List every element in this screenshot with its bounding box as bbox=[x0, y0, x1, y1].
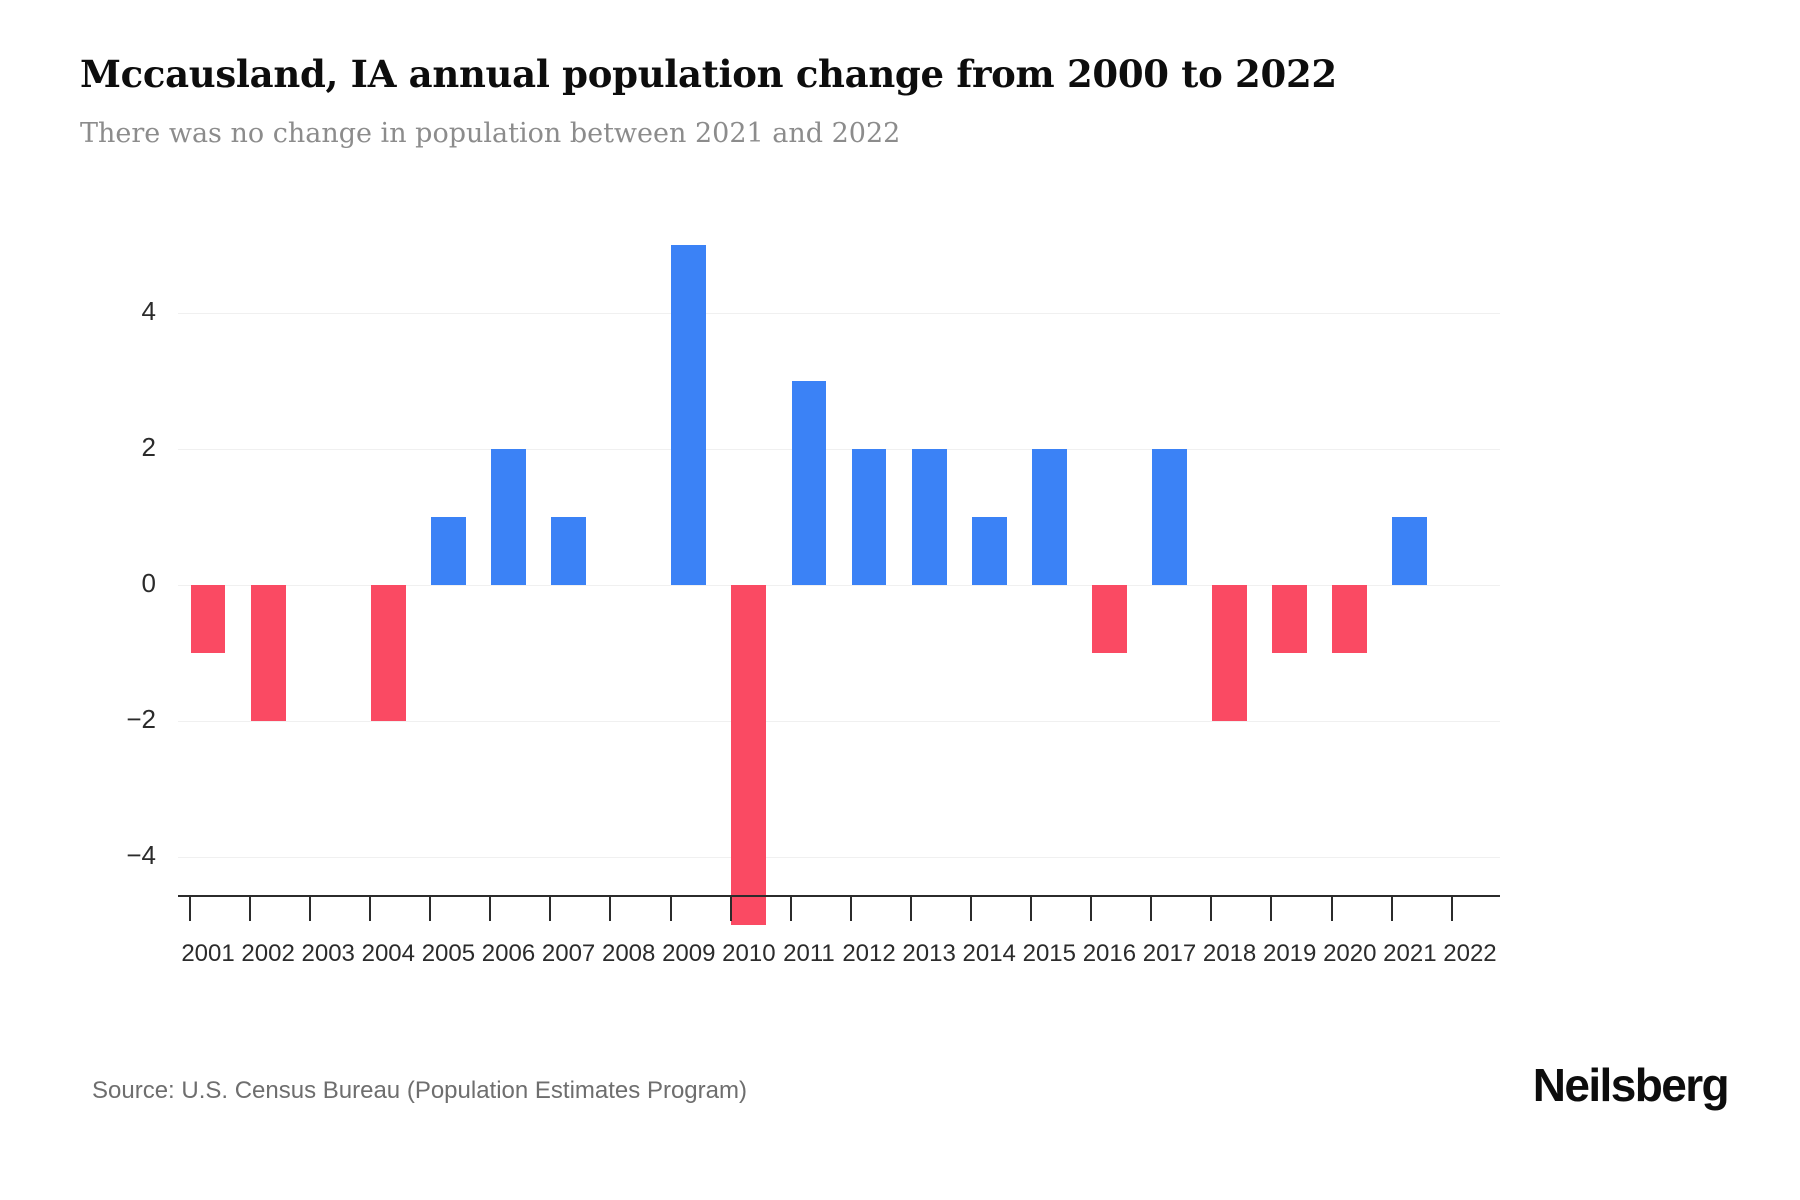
x-axis-tick bbox=[849, 895, 852, 921]
chart-subtitle: There was no change in population betwee… bbox=[80, 118, 901, 149]
source-note: Source: U.S. Census Bureau (Population E… bbox=[92, 1077, 747, 1104]
x-axis-tick bbox=[1210, 895, 1213, 921]
bar-2002[interactable] bbox=[250, 585, 286, 721]
y-gridline bbox=[178, 313, 1500, 314]
y-gridline bbox=[178, 857, 1500, 858]
x-axis-tick-label-2020: 2020 bbox=[1323, 940, 1377, 967]
x-axis-tick bbox=[549, 895, 552, 921]
bar-2009[interactable] bbox=[671, 245, 707, 585]
bar-2016[interactable] bbox=[1091, 585, 1127, 653]
x-axis-tick-label-2011: 2011 bbox=[783, 940, 835, 967]
x-axis-tick-label-2019: 2019 bbox=[1262, 940, 1317, 967]
y-gridline bbox=[178, 449, 1500, 450]
x-axis-tick-label-2016: 2016 bbox=[1082, 940, 1137, 967]
x-axis-tick bbox=[789, 895, 792, 921]
bar-2011[interactable] bbox=[791, 381, 827, 585]
x-axis-tick-label-2018: 2018 bbox=[1202, 940, 1257, 967]
x-axis-tick-label-2005: 2005 bbox=[421, 940, 476, 967]
x-axis-tick bbox=[1330, 895, 1333, 921]
x-axis-tick bbox=[1090, 895, 1093, 921]
x-axis-tick bbox=[969, 895, 972, 921]
x-axis-tick-label-2017: 2017 bbox=[1142, 940, 1197, 967]
x-axis-tick bbox=[369, 895, 372, 921]
y-axis-tick-label: 4 bbox=[141, 296, 156, 326]
bar-2004[interactable] bbox=[370, 585, 406, 721]
bar-2013[interactable] bbox=[911, 449, 947, 585]
y-gridline bbox=[178, 721, 1500, 722]
bar-2014[interactable] bbox=[971, 517, 1007, 585]
x-axis-tick bbox=[1030, 895, 1033, 921]
x-axis-line bbox=[178, 895, 1500, 897]
x-axis-tick bbox=[248, 895, 251, 921]
x-axis-tick bbox=[1270, 895, 1273, 921]
x-axis-tick bbox=[909, 895, 912, 921]
x-axis-tick-label-2013: 2013 bbox=[902, 940, 956, 967]
x-axis-tick bbox=[1450, 895, 1453, 921]
x-axis-tick bbox=[1390, 895, 1393, 921]
x-axis-tick bbox=[429, 895, 432, 921]
bar-2017[interactable] bbox=[1152, 449, 1187, 585]
y-axis-tick-label: 2 bbox=[141, 432, 156, 462]
x-axis-tick-label-2022: 2022 bbox=[1443, 940, 1497, 967]
bar-2006[interactable] bbox=[491, 449, 526, 585]
y-axis-tick-label: −2 bbox=[126, 704, 156, 734]
x-axis-tick-label-2007: 2007 bbox=[541, 940, 596, 967]
y-axis-tick-label: −4 bbox=[126, 840, 156, 870]
x-axis-tick-label-2014: 2014 bbox=[962, 940, 1016, 967]
x-axis-tick-label-2002: 2002 bbox=[241, 940, 295, 967]
x-axis-tick bbox=[729, 895, 732, 921]
page-title: Mccausland, IA annual population change … bbox=[80, 52, 1337, 96]
y-axis-tick-label: 0 bbox=[141, 568, 156, 598]
bar-2015[interactable] bbox=[1031, 449, 1067, 585]
x-axis-tick bbox=[1150, 895, 1153, 921]
brand-logo: Neilsberg bbox=[1532, 1059, 1730, 1111]
x-axis-tick bbox=[669, 895, 672, 921]
x-axis-tick-label-2012: 2012 bbox=[842, 940, 896, 967]
bar-2018[interactable] bbox=[1212, 585, 1247, 721]
bar-2007[interactable] bbox=[551, 517, 586, 585]
x-axis-tick-label-2004: 2004 bbox=[361, 940, 415, 967]
bar-2021[interactable] bbox=[1392, 517, 1428, 585]
x-axis-tick-label-2015: 2015 bbox=[1022, 940, 1076, 967]
x-axis-tick bbox=[188, 895, 191, 921]
x-axis-tick bbox=[609, 895, 612, 921]
x-axis-tick-label-2003: 2003 bbox=[301, 940, 355, 967]
bar-2005[interactable] bbox=[430, 517, 466, 585]
x-axis-tick bbox=[489, 895, 492, 921]
x-axis-tick-label-2008: 2008 bbox=[601, 940, 656, 967]
x-axis-tick-label-2001: 2001 bbox=[181, 940, 235, 967]
bar-2001[interactable] bbox=[190, 585, 226, 653]
x-axis-tick-label-2010: 2010 bbox=[722, 940, 776, 967]
x-axis-tick-label-2006: 2006 bbox=[481, 940, 536, 967]
bar-2020[interactable] bbox=[1332, 585, 1368, 653]
bar-2019[interactable] bbox=[1272, 585, 1308, 653]
y-gridline bbox=[178, 585, 1500, 586]
bar-2010[interactable] bbox=[731, 585, 767, 925]
x-axis-tick-label-2021: 2021 bbox=[1383, 940, 1437, 967]
x-axis-tick-label-2009: 2009 bbox=[662, 940, 716, 967]
bar-2012[interactable] bbox=[851, 449, 887, 585]
x-axis-tick bbox=[308, 895, 311, 921]
